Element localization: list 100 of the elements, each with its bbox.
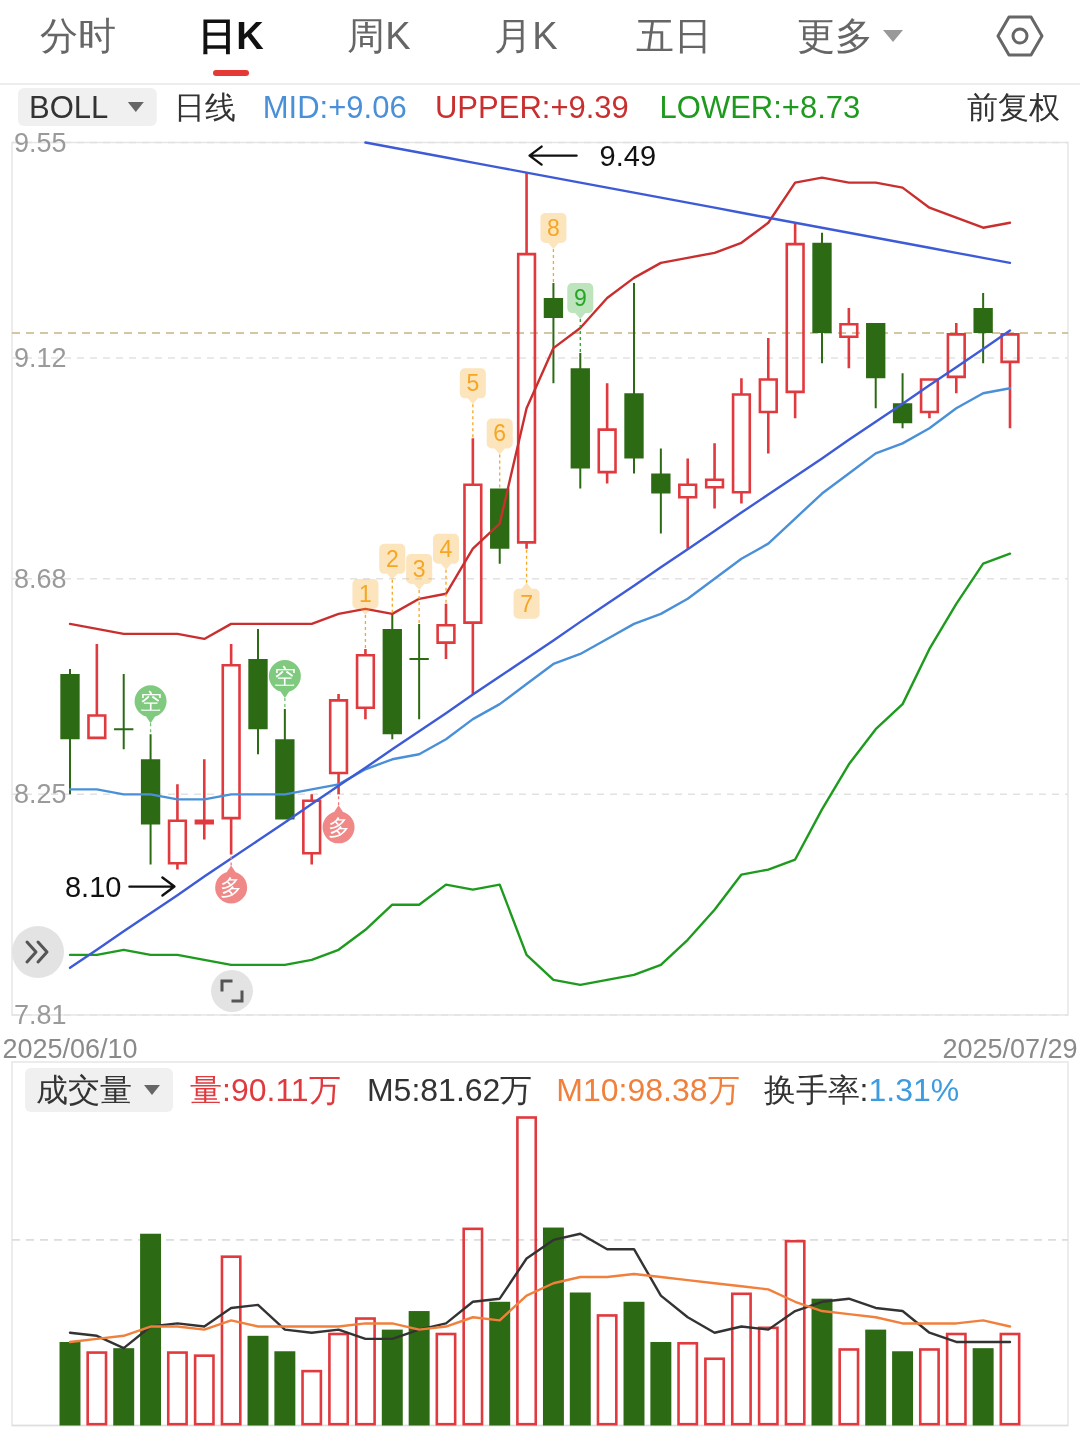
bar [811, 1298, 833, 1426]
text: 日K [198, 15, 265, 57]
annotation: 3 [412, 555, 426, 582]
bar [489, 1301, 511, 1426]
bar [328, 1332, 350, 1426]
text: 更多 [797, 15, 873, 57]
bar [381, 1329, 403, 1426]
annotation: 1 [359, 580, 372, 607]
text: 五日 [636, 15, 712, 57]
candlestick [919, 378, 940, 420]
candlestick [866, 323, 886, 410]
candlestick [839, 306, 859, 370]
y-tick-label: 7.81 [14, 1000, 67, 1030]
bar [569, 1292, 591, 1426]
line-series [68, 329, 1012, 970]
y-tick-label: 8.25 [14, 779, 67, 810]
candlestick [624, 281, 644, 475]
annotation: 9.49 [599, 139, 657, 172]
bar [59, 1341, 81, 1426]
annotation: 5 [466, 370, 480, 397]
candlestick [758, 336, 778, 455]
candlestick [973, 291, 993, 365]
text: M5:81.62万 [366, 1072, 533, 1108]
annotation: 多 [220, 875, 243, 901]
candlestick [785, 221, 805, 420]
candlestick [194, 757, 214, 841]
x-tick-label: 2025/07/29 [942, 1034, 1078, 1064]
bar [193, 1354, 215, 1426]
bar [542, 1227, 564, 1426]
bar [892, 1351, 914, 1426]
text: UPPER:+9.39 [434, 89, 629, 125]
bar [274, 1351, 296, 1426]
candlestick [1000, 333, 1020, 430]
bar [865, 1329, 887, 1426]
text: 月K [494, 15, 558, 57]
bar [516, 1116, 538, 1426]
text: LOWER:+8.73 [659, 89, 861, 125]
y-tick-label: 9.12 [14, 343, 67, 374]
candlestick [113, 673, 135, 751]
y-tick-label: 8.68 [14, 563, 67, 594]
y-tick-label: 9.55 [14, 127, 67, 158]
text: 分时 [40, 15, 116, 57]
bar [166, 1351, 188, 1426]
bar [972, 1348, 994, 1426]
candlestick [248, 627, 268, 756]
annotation: 空 [273, 663, 296, 689]
bar [730, 1292, 752, 1426]
text: 前复权 [967, 89, 1060, 125]
bar [596, 1314, 618, 1426]
annotation: 8 [547, 214, 560, 241]
candlestick [651, 447, 671, 535]
candlestick [812, 231, 832, 365]
x-tick-label: 2025/06/10 [2, 1034, 138, 1064]
bar [86, 1351, 108, 1426]
candlestick [731, 376, 752, 505]
candlestick [597, 381, 617, 485]
candlestick [892, 372, 913, 430]
bar [301, 1369, 323, 1426]
annotation: 4 [439, 535, 453, 562]
annotation: 多 [327, 814, 350, 840]
text: 换手率:1.31% [763, 1072, 960, 1108]
bar [677, 1341, 699, 1426]
bar [220, 1255, 242, 1426]
text: M10:98.38万 [556, 1072, 740, 1108]
candlestick [704, 442, 725, 510]
bar [462, 1227, 484, 1426]
annotation: 空 [139, 688, 162, 714]
bar [945, 1332, 967, 1426]
text: 量:90.11万 [190, 1072, 341, 1108]
candlestick [302, 793, 322, 866]
bar [784, 1239, 806, 1426]
text: MID:+9.06 [262, 89, 407, 125]
bar [838, 1348, 860, 1426]
candlestick [678, 457, 698, 550]
bar [354, 1317, 376, 1426]
annotation: 6 [493, 420, 507, 447]
chart-subtitle: 日线 [173, 89, 236, 125]
bar [435, 1332, 457, 1426]
bar [140, 1233, 162, 1426]
bar [247, 1335, 269, 1426]
annotation: 7 [520, 590, 533, 617]
candlestick [87, 642, 107, 740]
bar [408, 1311, 430, 1426]
annotation: 8.10 [64, 870, 122, 903]
bar [650, 1341, 672, 1426]
bar [999, 1332, 1021, 1426]
bar [113, 1348, 135, 1426]
line-series [364, 141, 1012, 265]
candlestick [946, 321, 966, 395]
annotation: 9 [573, 285, 587, 312]
candlestick [167, 783, 188, 871]
annotation: 2 [385, 545, 399, 572]
chart-title: BOLL [29, 89, 109, 125]
bar [623, 1301, 645, 1426]
bar [918, 1348, 940, 1426]
chart-title: 成交量 [36, 1072, 132, 1108]
bar [704, 1357, 726, 1426]
line-series [68, 176, 1012, 641]
bar [757, 1326, 779, 1426]
text: 周K [347, 15, 411, 57]
